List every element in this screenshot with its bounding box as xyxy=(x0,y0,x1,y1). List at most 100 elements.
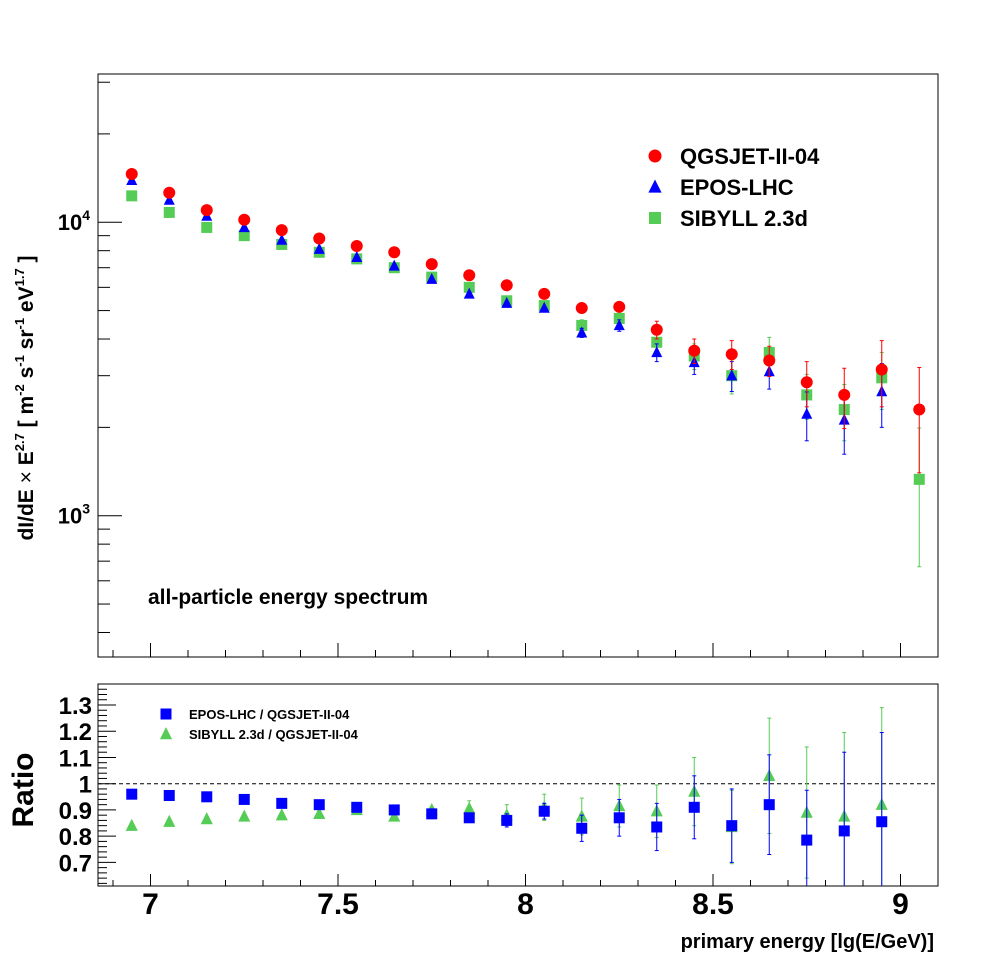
data-point xyxy=(201,221,213,233)
data-point xyxy=(276,233,288,245)
ratio-legend: EPOS-LHC / QGSJET-II-04 SIBYLL 2.3d / QGS… xyxy=(159,707,359,742)
ratio-y-axis-label: Ratio xyxy=(7,753,40,828)
data-point xyxy=(351,250,363,262)
x-axis-label: primary energy [lg(E/GeV)] xyxy=(681,931,934,953)
data-point xyxy=(463,812,475,824)
legend-label: QGSJET-II-04 xyxy=(680,144,820,169)
data-point xyxy=(613,312,625,324)
data-point xyxy=(838,825,850,837)
ratio-y-tick-label: 0.9 xyxy=(59,798,92,825)
data-point xyxy=(801,834,813,846)
data-point xyxy=(538,287,551,300)
data-point xyxy=(463,281,475,293)
data-point xyxy=(201,791,213,803)
ratio-y-tick-label: 0.7 xyxy=(59,850,92,877)
data-point xyxy=(200,204,213,217)
legend-label: EPOS-LHC / QGSJET-II-04 xyxy=(189,707,350,722)
spectrum-data-series xyxy=(125,168,926,568)
data-point xyxy=(425,258,438,271)
data-point xyxy=(501,296,513,308)
legend-label: EPOS-LHC xyxy=(680,175,794,200)
x-tick-label: 7 xyxy=(142,888,159,921)
data-point xyxy=(313,806,326,820)
x-tick-label: 8.5 xyxy=(692,888,734,921)
data-point xyxy=(801,407,813,419)
legend-marker xyxy=(649,212,661,224)
data-point xyxy=(388,259,400,271)
data-point xyxy=(163,814,176,827)
spectrum-axis-ticks: 103 104 xyxy=(58,81,939,657)
data-point xyxy=(163,206,175,218)
legend-marker xyxy=(160,708,172,720)
data-point xyxy=(576,822,588,834)
data-point xyxy=(725,348,738,361)
data-point xyxy=(576,319,588,331)
data-point xyxy=(463,269,476,282)
ratio-plot-frame xyxy=(97,683,939,887)
data-point xyxy=(275,224,288,237)
series-epos-lhc-qgsjet-ii-04 xyxy=(126,732,888,886)
data-point xyxy=(613,812,625,824)
ratio-y-tick-label: 1.2 xyxy=(59,719,92,746)
spectrum-annotation: all-particle energy spectrum xyxy=(148,586,428,609)
data-point xyxy=(126,788,138,800)
spectrum-y-tick-label: 103 xyxy=(58,501,90,529)
data-point xyxy=(125,818,138,831)
data-point xyxy=(463,287,475,299)
data-point xyxy=(538,805,550,817)
data-point xyxy=(688,344,701,357)
ratio-y-tick-label: 1 xyxy=(79,772,92,799)
data-point xyxy=(688,801,700,813)
data-point xyxy=(313,242,325,254)
legend-marker xyxy=(648,179,662,193)
ratio-panel: 7 7.5 8 8.5 9 0.70.80.911.11.21.3 EPOS-LHC / … xyxy=(7,683,939,953)
data-point xyxy=(763,354,776,367)
data-point xyxy=(838,388,851,401)
data-point xyxy=(763,799,775,811)
ratio-axis-ticks: 7 7.5 8 8.5 9 0.70.80.911.11.21.3 xyxy=(59,688,939,921)
legend-label: SIBYLL 2.3d / QGSJET-II-04 xyxy=(189,727,359,742)
spectrum-y-tick-label: 104 xyxy=(58,207,90,235)
data-point xyxy=(238,809,251,822)
data-point xyxy=(388,246,401,259)
data-point xyxy=(651,821,663,833)
data-point xyxy=(650,323,663,336)
data-point xyxy=(125,168,138,181)
data-point xyxy=(163,789,175,801)
data-point xyxy=(238,230,250,242)
data-point xyxy=(388,804,400,816)
data-point xyxy=(501,814,513,826)
data-point xyxy=(388,809,401,822)
data-point xyxy=(651,346,663,358)
data-point xyxy=(200,812,213,825)
data-point xyxy=(913,403,926,416)
x-tick-label: 9 xyxy=(892,888,909,921)
legend-marker xyxy=(159,727,173,740)
data-point xyxy=(313,799,325,811)
data-point xyxy=(875,363,888,376)
ratio-y-tick-label: 0.8 xyxy=(59,824,92,851)
ratio-y-tick-label: 1.3 xyxy=(59,693,92,720)
data-point xyxy=(276,797,288,809)
spectrum-panel: 103 104 all-particle energy spectrum QGSJ… xyxy=(12,73,939,658)
data-point xyxy=(163,186,176,199)
legend-marker xyxy=(648,149,662,163)
legend-label: SIBYLL 2.3d xyxy=(680,206,808,231)
data-point xyxy=(800,376,813,389)
data-point xyxy=(163,193,175,205)
data-point xyxy=(576,326,588,338)
data-point xyxy=(876,816,888,828)
data-point xyxy=(238,221,250,233)
data-point xyxy=(913,473,925,485)
data-point xyxy=(350,239,363,252)
series-qgsjet-ii-04 xyxy=(125,168,926,474)
data-point xyxy=(275,808,288,821)
data-point xyxy=(651,336,663,348)
spectrum-y-axis-label: dI/dE × E2.7 [ m-2 s-1 sr-1 eV1.7 ] xyxy=(12,255,38,540)
data-point xyxy=(351,801,363,813)
data-point xyxy=(313,232,326,245)
data-point xyxy=(575,302,588,315)
data-point xyxy=(238,213,251,226)
data-point xyxy=(613,319,625,331)
